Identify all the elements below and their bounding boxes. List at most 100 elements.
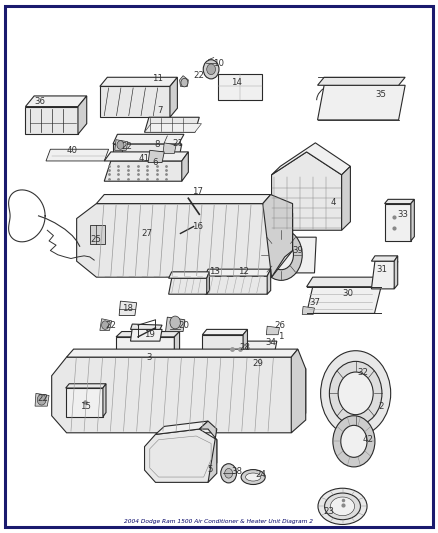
Polygon shape — [104, 161, 188, 181]
Polygon shape — [272, 152, 342, 230]
Text: 3: 3 — [146, 353, 152, 361]
Polygon shape — [199, 421, 217, 482]
Polygon shape — [170, 77, 177, 117]
Polygon shape — [394, 256, 398, 289]
Polygon shape — [186, 208, 201, 216]
Polygon shape — [272, 143, 350, 175]
Polygon shape — [25, 96, 87, 107]
Polygon shape — [66, 388, 103, 417]
Text: 2: 2 — [378, 402, 384, 410]
Text: 34: 34 — [265, 338, 276, 346]
Text: 5: 5 — [208, 465, 213, 473]
Circle shape — [221, 464, 237, 483]
Circle shape — [181, 78, 188, 87]
Polygon shape — [103, 384, 106, 417]
Text: 26: 26 — [275, 321, 286, 329]
Circle shape — [207, 64, 215, 75]
Polygon shape — [100, 77, 177, 86]
Polygon shape — [205, 276, 271, 294]
Polygon shape — [67, 349, 298, 357]
Polygon shape — [77, 204, 293, 277]
Polygon shape — [100, 319, 112, 330]
Circle shape — [102, 321, 109, 329]
Circle shape — [203, 60, 219, 79]
Polygon shape — [307, 287, 381, 313]
Polygon shape — [208, 381, 271, 401]
Circle shape — [342, 358, 368, 390]
Polygon shape — [371, 256, 398, 261]
Polygon shape — [104, 152, 188, 161]
Text: 15: 15 — [80, 402, 92, 410]
Polygon shape — [291, 349, 306, 433]
Polygon shape — [145, 117, 199, 132]
Polygon shape — [116, 332, 180, 337]
Polygon shape — [145, 124, 201, 132]
Polygon shape — [385, 204, 411, 241]
Polygon shape — [318, 77, 405, 85]
Polygon shape — [169, 272, 209, 278]
Polygon shape — [180, 76, 188, 86]
Polygon shape — [245, 237, 316, 273]
Polygon shape — [163, 143, 176, 154]
Circle shape — [117, 141, 124, 149]
Text: 24: 24 — [255, 470, 266, 479]
Circle shape — [225, 469, 233, 478]
Ellipse shape — [318, 488, 367, 524]
Circle shape — [347, 365, 363, 384]
Text: 23: 23 — [323, 507, 334, 516]
Circle shape — [37, 394, 46, 405]
Text: 13: 13 — [209, 268, 220, 276]
Text: 11: 11 — [152, 75, 163, 83]
Text: 6: 6 — [153, 158, 158, 167]
Polygon shape — [115, 140, 128, 150]
Polygon shape — [307, 277, 381, 287]
Polygon shape — [169, 278, 209, 294]
Polygon shape — [116, 337, 174, 368]
Polygon shape — [155, 421, 208, 434]
Text: 2004 Dodge Ram 1500 Air Conditioner & Heater Unit Diagram 2: 2004 Dodge Ram 1500 Air Conditioner & He… — [124, 519, 314, 524]
Polygon shape — [267, 269, 271, 294]
Polygon shape — [66, 384, 106, 388]
Text: 39: 39 — [293, 246, 303, 255]
Polygon shape — [179, 228, 193, 236]
Polygon shape — [148, 150, 164, 163]
Polygon shape — [385, 199, 414, 204]
Polygon shape — [182, 152, 188, 181]
Ellipse shape — [330, 497, 355, 516]
Polygon shape — [265, 374, 271, 401]
Text: 35: 35 — [375, 91, 387, 99]
Circle shape — [321, 351, 391, 436]
Circle shape — [333, 416, 375, 467]
Ellipse shape — [325, 493, 360, 520]
Polygon shape — [207, 272, 209, 294]
Circle shape — [260, 229, 302, 280]
Circle shape — [329, 361, 382, 425]
Polygon shape — [113, 144, 182, 160]
Text: 32: 32 — [357, 368, 368, 376]
Polygon shape — [52, 357, 306, 433]
Polygon shape — [218, 74, 262, 100]
Text: 14: 14 — [231, 78, 242, 87]
Text: 31: 31 — [376, 265, 388, 273]
Polygon shape — [266, 326, 279, 335]
Polygon shape — [202, 329, 247, 335]
Polygon shape — [113, 144, 122, 160]
Text: 41: 41 — [139, 155, 150, 163]
Circle shape — [269, 240, 293, 270]
Text: 7: 7 — [157, 107, 162, 115]
Text: 22: 22 — [37, 394, 49, 403]
Text: 22: 22 — [121, 142, 133, 151]
Ellipse shape — [241, 470, 265, 484]
Text: 10: 10 — [213, 60, 225, 68]
Text: 30: 30 — [343, 289, 354, 297]
Circle shape — [341, 425, 367, 457]
Text: 8: 8 — [154, 141, 159, 149]
Polygon shape — [25, 107, 78, 134]
Polygon shape — [208, 374, 271, 381]
Polygon shape — [46, 149, 109, 161]
Polygon shape — [96, 195, 271, 204]
Text: 27: 27 — [141, 229, 152, 238]
Polygon shape — [202, 335, 243, 386]
Polygon shape — [35, 393, 49, 406]
Polygon shape — [371, 261, 398, 289]
